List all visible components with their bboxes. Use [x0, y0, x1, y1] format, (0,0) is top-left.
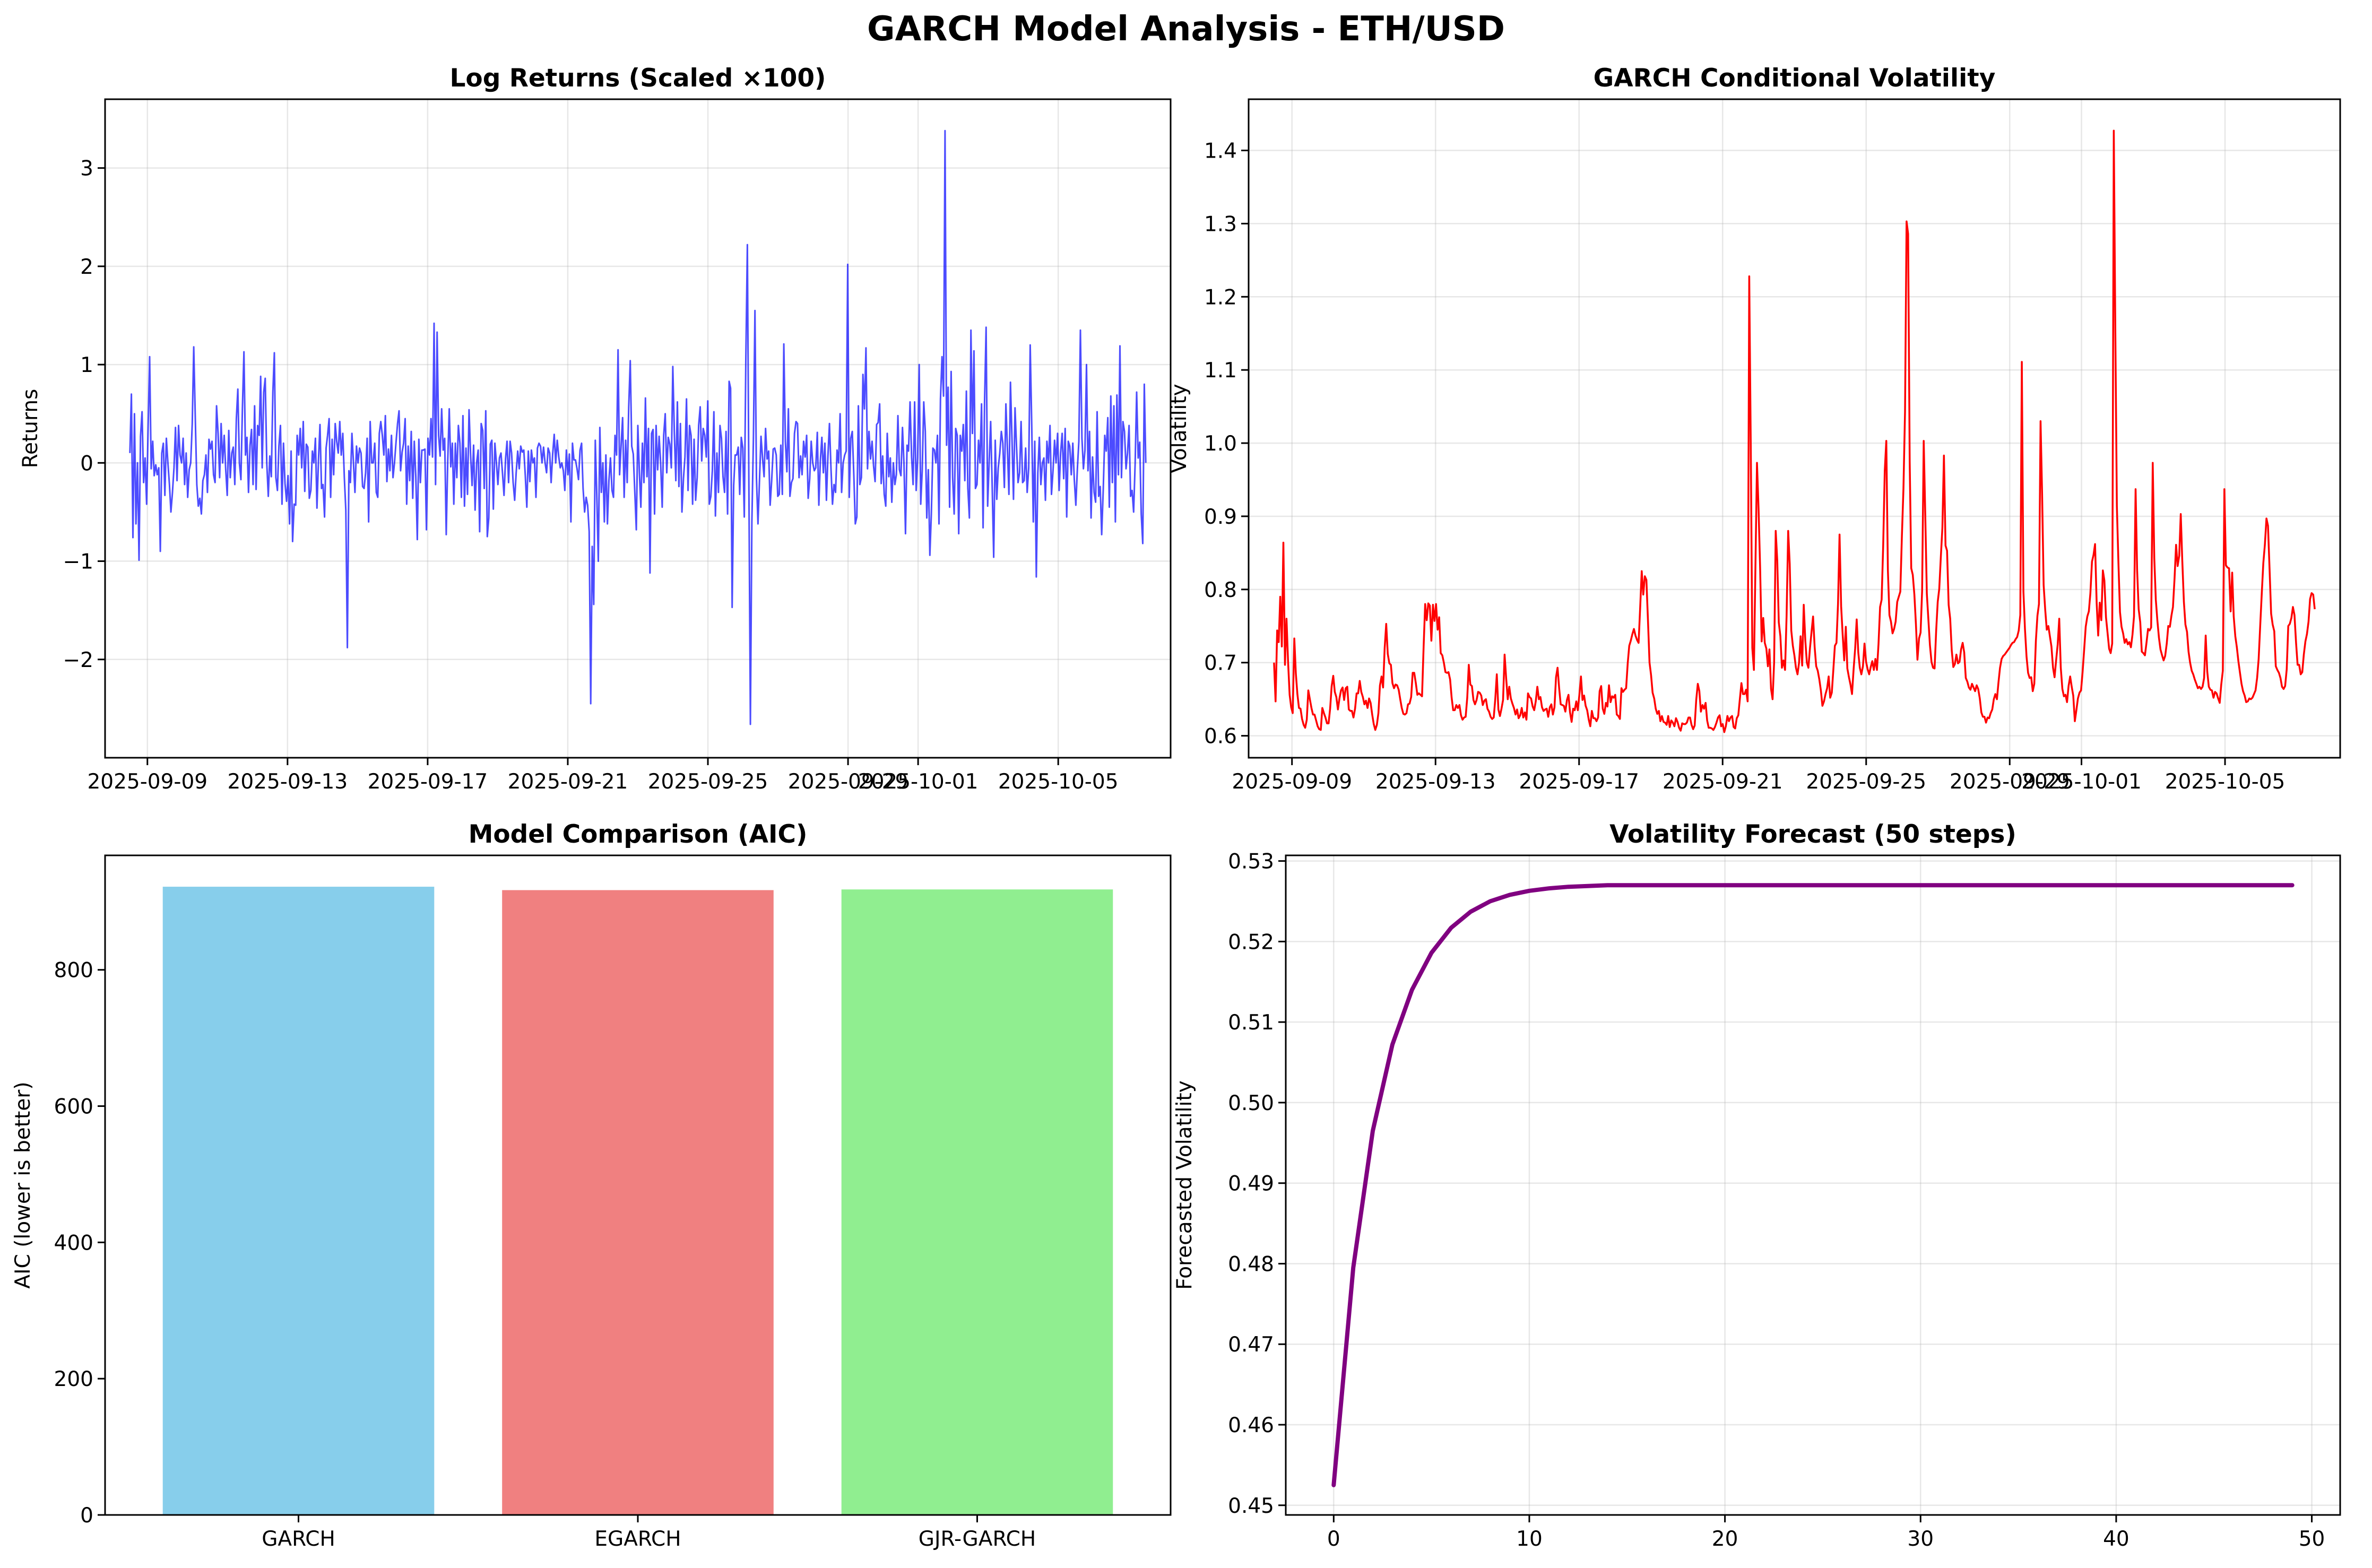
y-tick-label: 0.9: [1204, 505, 1237, 529]
y-tick-label: 0.7: [1204, 652, 1237, 675]
y-tick-label: 0.45: [1228, 1494, 1274, 1518]
y-tick-label: 0.51: [1228, 1011, 1274, 1035]
y-tick-label: 0.46: [1228, 1414, 1274, 1437]
x-tick-label: EGARCH: [594, 1527, 681, 1551]
y-axis-label: Returns: [19, 389, 42, 469]
y-tick-label: 3: [80, 157, 93, 181]
y-tick-label: −1: [63, 550, 94, 574]
panel-title: GARCH Conditional Volatility: [1594, 64, 1996, 93]
plot-frame: [1285, 854, 2341, 1516]
x-tick-label: GJR-GARCH: [919, 1527, 1036, 1551]
x-tick-label: 2025-09-29: [788, 770, 908, 794]
y-tick-label: 0: [80, 1504, 93, 1528]
x-tick-label: 2025-09-09: [1232, 770, 1352, 794]
volatility-forecast-panel: 0 10 20 30 40 50 0.53 0.52 0.51 0.50 0.49 0.48 0.47 0…: [1173, 820, 2341, 1551]
y-axis-label: Forecasted Volatility: [1173, 1080, 1197, 1290]
y-axis-label: Volatility: [1167, 384, 1191, 473]
y-tick-label: 0: [80, 452, 93, 475]
y-tick-label: 1.1: [1204, 359, 1237, 383]
conditional-volatility-panel: 2025-09-09 2025-09-13 2025-09-17 2025-09-21…: [1167, 64, 2341, 794]
x-tick-label: 2025-09-25: [1806, 770, 1926, 794]
panel-title: Model Comparison (AIC): [469, 820, 808, 849]
x-tick-label: 2025-09-25: [648, 770, 768, 794]
x-tick-label: GARCH: [262, 1527, 335, 1551]
y-tick-label: 0.6: [1204, 725, 1237, 749]
log-returns-panel: 2025-09-09 2025-09-13 2025-09-17 2025-09-21…: [19, 64, 1172, 794]
y-tick-label: 1: [80, 353, 93, 377]
x-tick-label: 2025-09-13: [1375, 770, 1496, 794]
x-tick-label: 10: [1516, 1527, 1543, 1551]
plot-frame: [104, 854, 1172, 1516]
x-tick-label: 2025-09-21: [508, 770, 628, 794]
y-axis-label: AIC (lower is better): [11, 1081, 35, 1288]
x-tick-label: 30: [1907, 1527, 1934, 1551]
y-tick-label: 600: [54, 1095, 93, 1119]
y-tick-label: 400: [54, 1231, 93, 1255]
x-tick-label: 20: [1712, 1527, 1738, 1551]
x-tick-label: 2025-09-17: [1519, 770, 1639, 794]
bar-garch: [162, 887, 435, 1515]
x-tick-label: 2025-09-17: [368, 770, 488, 794]
x-tick-label: 2025-10-01: [2021, 770, 2142, 794]
y-tick-label: 1.4: [1204, 140, 1237, 163]
y-tick-label: 0.48: [1228, 1252, 1274, 1276]
series-line: [129, 129, 1147, 725]
plot-frame: [104, 98, 1172, 759]
x-tick-label: 2025-09-13: [228, 770, 348, 794]
y-tick-label: 0.8: [1204, 578, 1237, 602]
x-tick-label: 2025-10-05: [998, 770, 1119, 794]
y-tick-label: 1.0: [1204, 432, 1237, 456]
x-tick-label: 40: [2103, 1527, 2129, 1551]
panel-title: Volatility Forecast (50 steps): [1609, 820, 2016, 849]
y-tick-label: 0.47: [1228, 1333, 1274, 1357]
x-tick-label: 50: [2299, 1527, 2325, 1551]
y-tick-label: 0.53: [1228, 850, 1274, 874]
y-tick-label: 1.2: [1204, 285, 1237, 309]
y-tick-label: 0.52: [1228, 930, 1274, 954]
x-tick-label: 2025-10-01: [858, 770, 979, 794]
x-tick-label: 0: [1327, 1527, 1340, 1551]
panel-title: Log Returns (Scaled ×100): [449, 64, 826, 93]
bar-egarch: [502, 890, 774, 1515]
y-tick-label: 0.50: [1228, 1091, 1274, 1115]
y-tick-label: 2: [80, 255, 93, 279]
x-tick-label: 2025-09-29: [1950, 770, 2070, 794]
y-tick-label: 1.3: [1204, 212, 1237, 236]
y-tick-label: −2: [63, 648, 94, 672]
y-tick-label: 0.49: [1228, 1172, 1274, 1196]
x-tick-label: 2025-10-05: [2165, 770, 2286, 794]
y-tick-label: 800: [54, 959, 93, 983]
model-comparison-panel: 0 200 400 600 800 GARCH EGARCH GJR-GARCH Model C…: [11, 820, 1172, 1551]
x-tick-label: 2025-09-21: [1663, 770, 1783, 794]
y-tick-label: 200: [54, 1367, 93, 1391]
x-tick-label: 2025-09-09: [87, 770, 207, 794]
figure-title: GARCH Model Analysis - ETH/USD: [867, 10, 1505, 49]
forecast-line: [1331, 883, 2295, 1487]
plot-frame: [1248, 98, 2341, 759]
bar-gjr-garch: [841, 889, 1113, 1515]
series-line: [1273, 129, 2316, 733]
